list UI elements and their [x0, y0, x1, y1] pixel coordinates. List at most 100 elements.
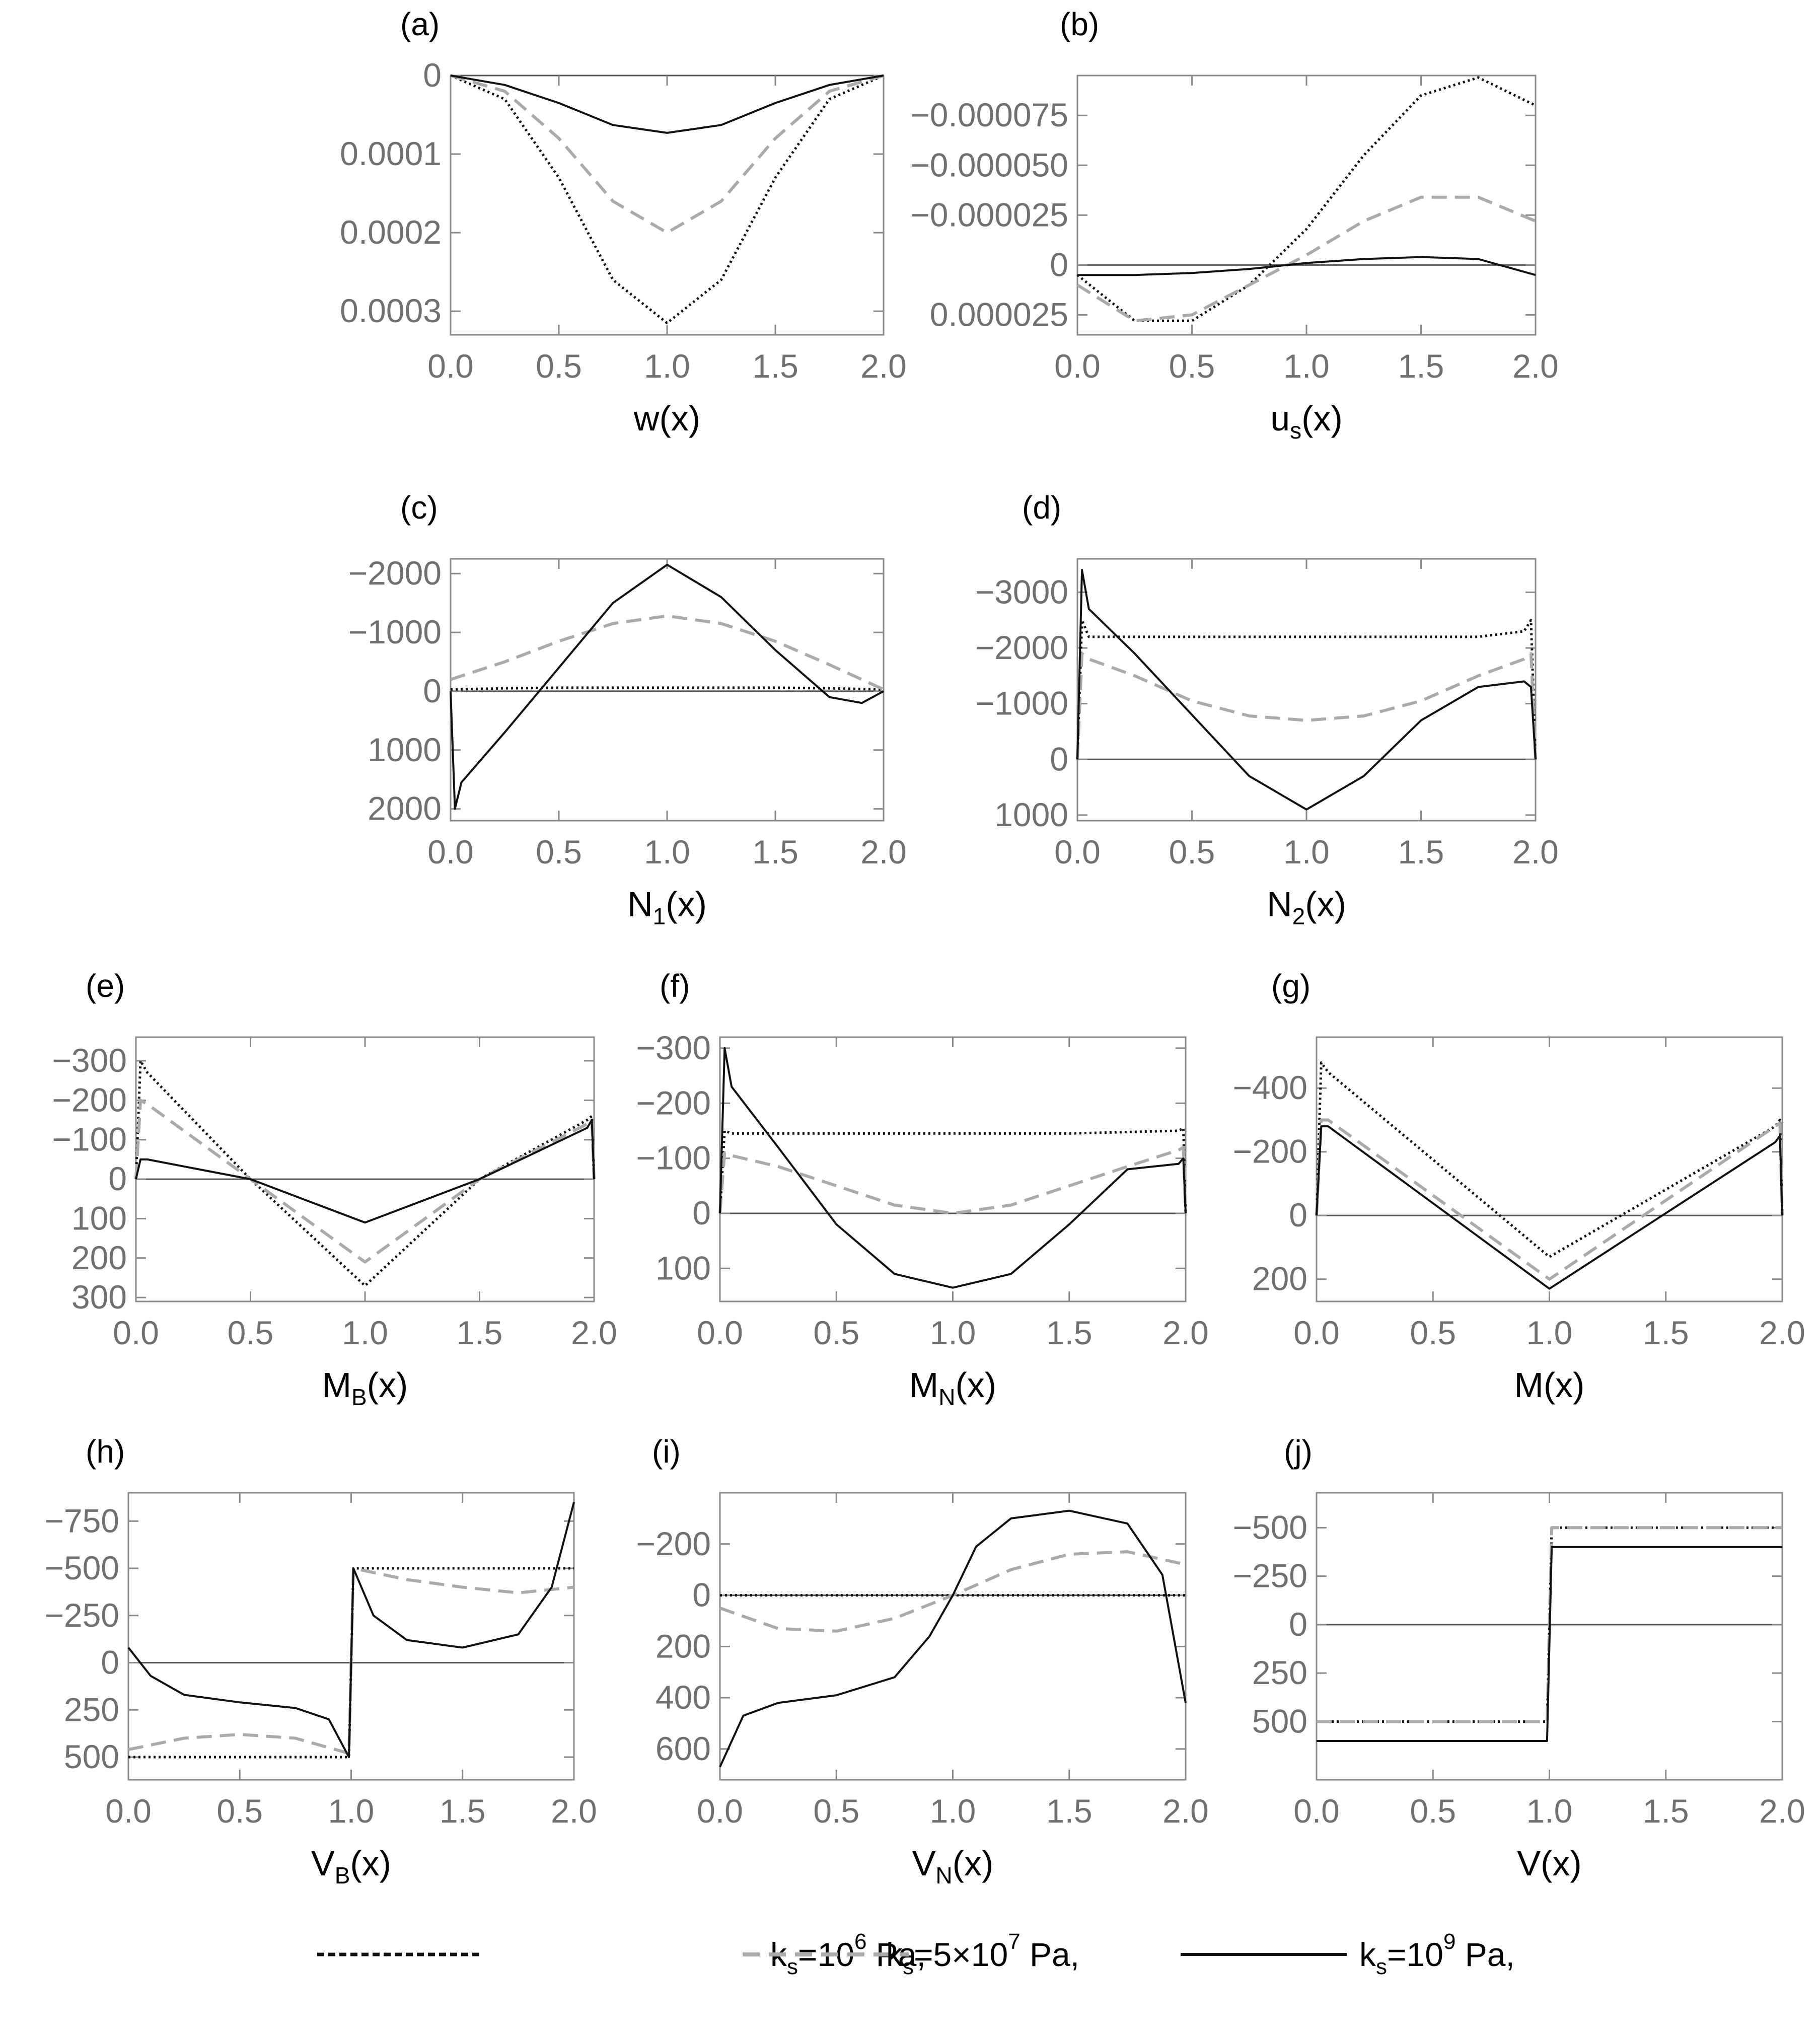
- y-tick-label: 0: [423, 672, 442, 709]
- y-tick-label: 500: [64, 1738, 119, 1775]
- x-tick-label: 1.0: [930, 1792, 976, 1830]
- x-tick-label: 0.0: [1054, 347, 1101, 385]
- x-tick-label: 0.5: [813, 1314, 859, 1351]
- y-tick-label: −1000: [975, 685, 1068, 722]
- y-tick-label: 100: [656, 1249, 711, 1286]
- x-tick-label: 0.5: [1169, 347, 1215, 385]
- x-tick-label: 0.5: [228, 1314, 274, 1351]
- series-line-solid: [127, 1502, 575, 1758]
- x-tick-label: 2.0: [860, 347, 907, 385]
- y-tick-label: −2000: [348, 554, 442, 592]
- y-tick-label: 250: [64, 1691, 119, 1728]
- y-tick-label: 2000: [368, 790, 442, 827]
- series-line-dashed: [134, 1099, 596, 1264]
- series-line-dashed: [1076, 195, 1537, 323]
- y-tick-label: −200: [636, 1525, 711, 1562]
- panel-label: (g): [1271, 968, 1311, 1004]
- series-line-dotted: [1315, 1061, 1784, 1258]
- x-tick-label: 1.5: [1398, 347, 1444, 385]
- y-tick-label: 0: [692, 1576, 711, 1614]
- x-tick-label: 1.0: [328, 1792, 375, 1830]
- x-tick-label: 1.0: [644, 833, 690, 870]
- y-tick-label: 0: [423, 56, 442, 94]
- panel-label: (f): [660, 968, 690, 1004]
- x-tick-label: 0.5: [216, 1792, 263, 1830]
- x-axis-label: VB(x): [311, 1844, 391, 1889]
- legend: ks=106 Pa,ks=5×107 Pa, ks=109 Pa,: [317, 1929, 1515, 1979]
- panel-label: (a): [400, 6, 440, 42]
- panel-c: 0.0 0.5 1.0 1.5 2.0 −2000 −1000 0 1000 2000 (c) N1(…: [348, 489, 907, 929]
- x-axis-label: N2(x): [1267, 885, 1346, 929]
- x-tick-label: 2.0: [860, 833, 907, 870]
- y-tick-label: 0.0002: [340, 213, 442, 251]
- x-tick-label: 1.5: [1398, 833, 1444, 870]
- y-tick-label: −0.000075: [910, 96, 1068, 133]
- plot-frame: [1076, 558, 1537, 822]
- y-tick-label: 0: [1050, 246, 1068, 283]
- series-line-dashed: [450, 74, 884, 235]
- x-tick-label: 0.5: [536, 833, 582, 870]
- panel-label: (c): [400, 489, 438, 526]
- y-tick-label: −500: [1232, 1508, 1307, 1546]
- x-tick-label: 2.0: [1512, 347, 1559, 385]
- series-line-dashed: [450, 614, 885, 691]
- panel-h: 0.0 0.5 1.0 1.5 2.0 −750 −500 −250 0 250 500 (h) VB(…: [44, 1433, 597, 1889]
- panel-i: 0.0 0.5 1.0 1.5 2.0 −200 0 200 400 600 (i) VN(x): [636, 1433, 1209, 1889]
- x-tick-label: 1.5: [1643, 1792, 1689, 1830]
- y-tick-label: 0: [108, 1160, 127, 1197]
- series-line-dotted: [134, 1059, 596, 1287]
- x-tick-label: 1.5: [457, 1314, 503, 1351]
- x-tick-label: 1.0: [644, 347, 690, 385]
- panel-label: (d): [1022, 489, 1061, 526]
- legend-label: ks=106 Pa,: [770, 1929, 926, 1979]
- x-axis-label: MN(x): [909, 1365, 996, 1410]
- x-axis-label: us(x): [1270, 399, 1343, 444]
- y-tick-label: 200: [71, 1239, 127, 1276]
- legend-label: ks=109 Pa,: [1359, 1929, 1515, 1979]
- y-tick-label: 100: [71, 1199, 127, 1237]
- series-line-dotted: [450, 74, 884, 325]
- x-axis-label: V(x): [1517, 1844, 1581, 1883]
- x-tick-label: 1.5: [440, 1792, 486, 1830]
- x-tick-label: 0.0: [1054, 833, 1101, 870]
- y-tick-label: 500: [1252, 1702, 1307, 1739]
- x-tick-label: 0.5: [813, 1792, 859, 1830]
- x-tick-label: 2.0: [1512, 833, 1559, 870]
- y-tick-label: 0: [1050, 740, 1068, 777]
- series-line-dotted: [1076, 76, 1537, 322]
- x-tick-label: 1.0: [1283, 833, 1330, 870]
- x-tick-label: 1.0: [1283, 347, 1330, 385]
- series-line-solid: [450, 563, 884, 810]
- x-tick-label: 0.0: [427, 833, 474, 870]
- panel-a: 0.0 0.5 1.0 1.5 2.0 0 0.0001 0.0002 0.0003 (a) w(x…: [340, 6, 907, 438]
- y-tick-label: −200: [52, 1081, 127, 1118]
- x-tick-label: 2.0: [1759, 1792, 1805, 1830]
- x-tick-label: 2.0: [571, 1314, 617, 1351]
- panel-label: (e): [86, 968, 125, 1004]
- panel-f: 0.0 0.5 1.0 1.5 2.0 −300 −200 −100 0 100 (f) MN(x): [636, 968, 1209, 1410]
- x-tick-label: 0.0: [697, 1792, 743, 1830]
- series-line-solid: [1076, 569, 1537, 811]
- x-tick-label: 1.0: [342, 1314, 388, 1351]
- y-tick-label: 0: [1289, 1606, 1307, 1643]
- series-line-solid: [1077, 256, 1536, 276]
- y-tick-label: −400: [1232, 1069, 1307, 1106]
- legend-label: ks=5×107 Pa,: [886, 1929, 1079, 1979]
- x-tick-label: 0.5: [1410, 1792, 1456, 1830]
- y-tick-label: 0.0001: [340, 135, 442, 172]
- series-line-dotted: [450, 686, 884, 691]
- series-line-dotted: [1076, 619, 1537, 760]
- y-tick-label: 200: [656, 1627, 711, 1664]
- series-line-solid: [450, 75, 884, 134]
- y-tick-label: 600: [656, 1730, 711, 1767]
- plot-frame: [719, 1492, 1187, 1781]
- series-line-dashed: [718, 1145, 1187, 1215]
- y-tick-label: 300: [71, 1278, 127, 1316]
- x-tick-label: 0.0: [105, 1792, 152, 1830]
- x-tick-label: 1.0: [930, 1314, 976, 1351]
- panel-label: (b): [1060, 6, 1099, 42]
- x-tick-label: 0.0: [1293, 1314, 1340, 1351]
- y-tick-label: 0.000025: [930, 296, 1068, 333]
